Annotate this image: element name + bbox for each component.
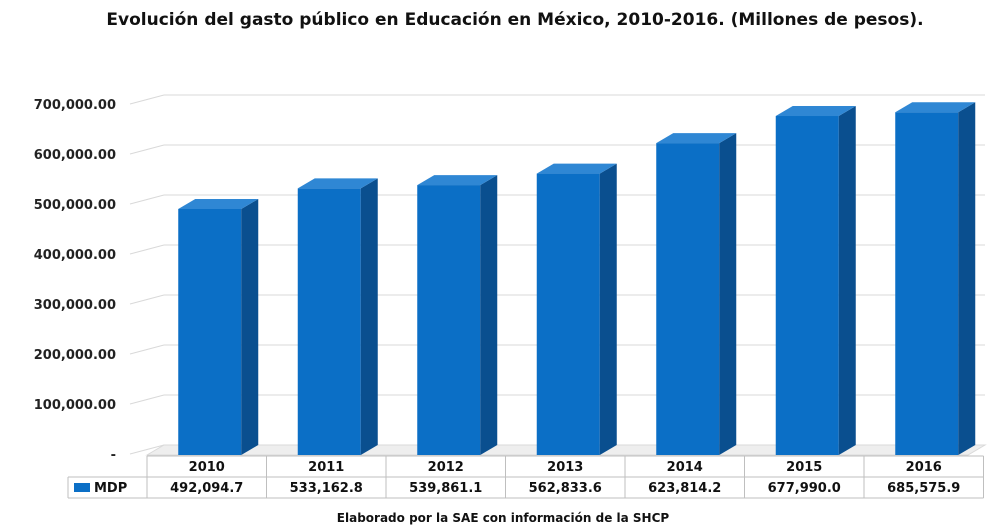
data-label: 562,833.6 bbox=[529, 481, 602, 496]
bar-side-2012 bbox=[480, 175, 498, 455]
bar-2014 bbox=[656, 143, 720, 455]
bar-chart: - 100,000.00 200,000.00 300,000.00 400,000.0… bbox=[34, 94, 987, 499]
category-label: 2014 bbox=[667, 460, 703, 475]
category-label: 2011 bbox=[308, 460, 344, 475]
data-label: 623,814.2 bbox=[648, 481, 721, 496]
category-label: 2010 bbox=[189, 460, 225, 475]
gridline-diag bbox=[129, 394, 165, 405]
bar-top-2010 bbox=[178, 198, 259, 209]
data-label: 539,861.1 bbox=[409, 481, 482, 496]
y-axis: - 100,000.00 200,000.00 300,000.00 400,000.0… bbox=[34, 98, 116, 463]
bar-2010 bbox=[178, 208, 242, 455]
bar-side-2015 bbox=[838, 106, 856, 455]
bar-side-2011 bbox=[360, 178, 378, 456]
category-label: 2016 bbox=[906, 460, 942, 475]
y-tick-label: 200,000.00 bbox=[34, 348, 116, 363]
bar-side-2013 bbox=[599, 163, 617, 456]
bar-top-2016 bbox=[895, 102, 976, 113]
bar-side-2016 bbox=[958, 102, 976, 456]
bar-2015 bbox=[775, 116, 839, 455]
chart-title: Evolución del gasto público en Educación… bbox=[106, 10, 924, 30]
gridline-diag bbox=[129, 244, 165, 255]
y-tick-label: 500,000.00 bbox=[34, 198, 116, 213]
bar-side-2014 bbox=[719, 133, 737, 455]
gridline-diag bbox=[129, 194, 165, 205]
data-label: 492,094.7 bbox=[170, 481, 243, 496]
bar-top-2014 bbox=[656, 133, 737, 144]
bar-2012 bbox=[417, 185, 481, 455]
y-tick-label: 400,000.00 bbox=[34, 248, 116, 263]
source-note: Elaborado por la SAE con información de … bbox=[336, 511, 670, 525]
category-label: 2015 bbox=[786, 460, 822, 475]
y-tick-label: 300,000.00 bbox=[34, 298, 116, 313]
bar-2013 bbox=[536, 173, 600, 456]
category-label: 2013 bbox=[547, 460, 583, 475]
gridline-diag bbox=[129, 294, 165, 305]
data-label: 685,575.9 bbox=[887, 481, 960, 496]
data-label: 533,162.8 bbox=[290, 481, 363, 496]
bar-2016 bbox=[895, 112, 959, 456]
bar-top-2012 bbox=[417, 175, 498, 186]
legend-swatch bbox=[74, 483, 90, 492]
gridline-diag bbox=[129, 94, 165, 105]
y-tick-label: 600,000.00 bbox=[34, 148, 116, 163]
bars bbox=[178, 102, 976, 456]
gridline-diag bbox=[129, 344, 165, 355]
y-tick-label: - bbox=[111, 448, 116, 463]
bar-top-2011 bbox=[297, 178, 378, 189]
legend-label: MDP bbox=[94, 481, 127, 496]
y-tick-label: 100,000.00 bbox=[34, 398, 116, 413]
bar-side-2010 bbox=[241, 198, 259, 456]
category-label: 2012 bbox=[428, 460, 464, 475]
gridline-diag bbox=[129, 144, 165, 155]
gridline-diag bbox=[129, 444, 165, 455]
y-tick-label: 700,000.00 bbox=[34, 98, 116, 113]
data-table: 2010 492,094.7 2011 533,162.8 2012 539,861.1 2… bbox=[67, 455, 984, 499]
bar-top-2015 bbox=[775, 106, 856, 117]
data-label: 677,990.0 bbox=[768, 481, 841, 496]
bar-2011 bbox=[297, 188, 361, 456]
bar-top-2013 bbox=[536, 163, 617, 174]
